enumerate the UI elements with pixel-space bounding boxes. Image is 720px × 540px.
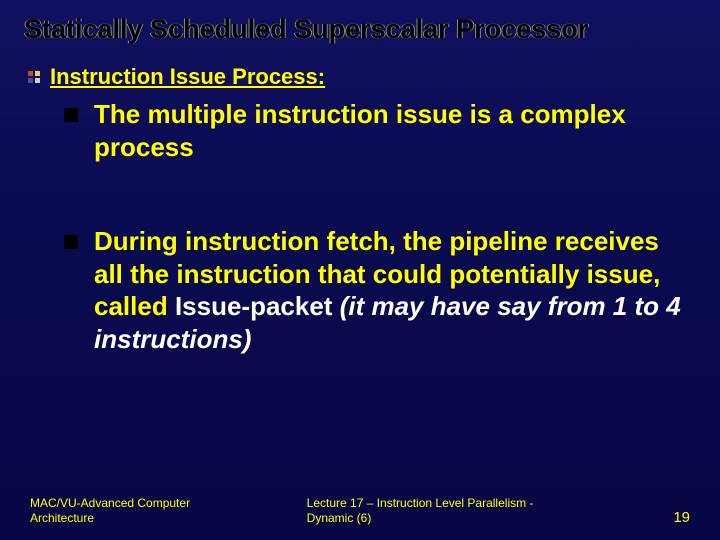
slide-body: The multiple instruction issue is a comp… [64,98,692,417]
bullet-text: During instruction fetch, the pipeline r… [94,225,692,355]
slide-footer: MAC/VU-Advanced Computer Architecture Le… [30,496,690,526]
footer-page-number: 19 [673,509,690,526]
windows-icon [28,71,40,83]
bullet-text-main: The multiple instruction issue is a comp… [94,99,626,162]
bullet-text-accent: Issue-packet [175,291,340,321]
bullet-text: The multiple instruction issue is a comp… [94,98,692,163]
square-bullet-icon [64,235,78,249]
bullet-item: During instruction fetch, the pipeline r… [64,225,692,355]
footer-center: Lecture 17 – Instruction Level Paralleli… [307,496,567,526]
subtitle-row: Instruction Issue Process: [28,64,700,90]
bullet-item: The multiple instruction issue is a comp… [64,98,692,163]
slide: Statically Scheduled Superscalar Process… [0,0,720,540]
slide-subtitle: Instruction Issue Process: [50,64,325,90]
footer-left: MAC/VU-Advanced Computer Architecture [30,496,200,526]
slide-title: Statically Scheduled Superscalar Process… [24,14,712,45]
square-bullet-icon [64,108,78,122]
